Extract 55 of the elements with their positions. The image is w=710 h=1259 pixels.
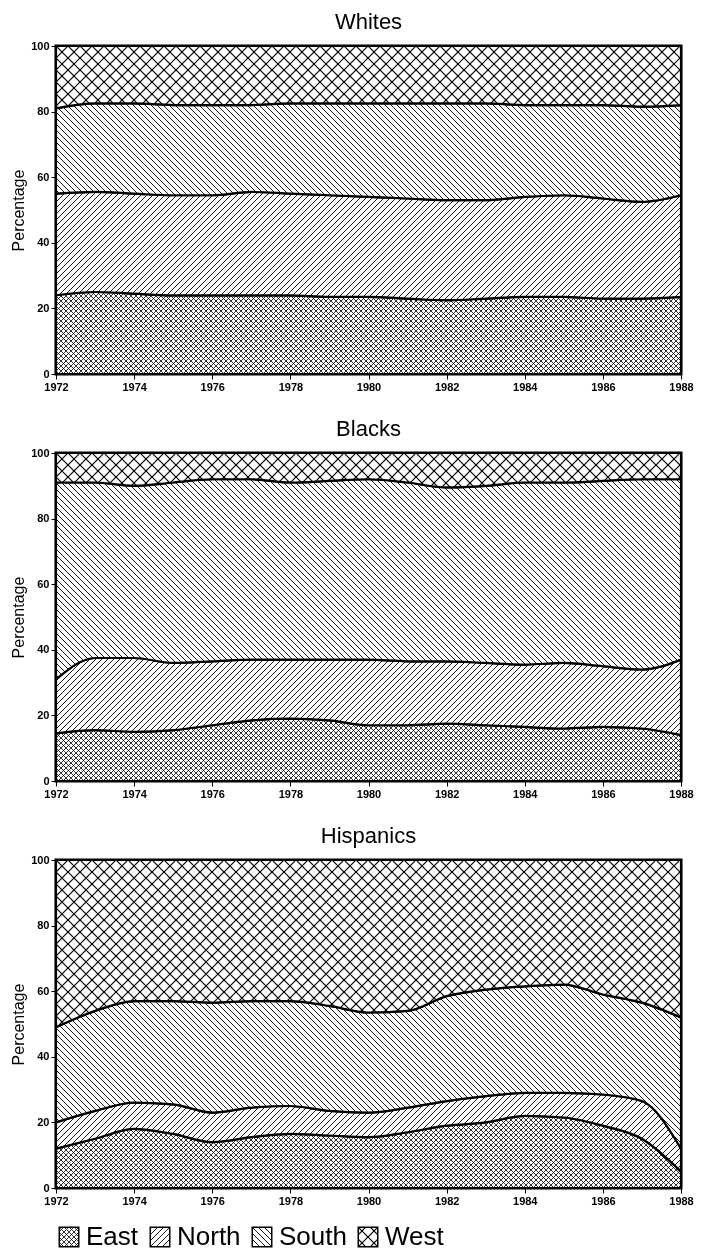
x-tick-label: 1984	[513, 380, 539, 393]
y-axis-title: Percentage	[10, 983, 28, 1066]
y-tick-label: 80	[37, 512, 50, 525]
x-tick-label: 1976	[200, 787, 225, 800]
x-tick-label: 1974	[122, 1194, 148, 1207]
y-axis-title: Percentage	[10, 169, 28, 252]
y-tick-label: 100	[31, 446, 50, 459]
x-tick-label: 1988	[669, 787, 694, 800]
x-tick-label: 1988	[669, 1194, 694, 1207]
y-tick-label: 60	[37, 984, 50, 997]
chart-title: Blacks	[336, 416, 401, 441]
y-tick-label: 0	[43, 1181, 50, 1194]
y-tick-label: 40	[37, 643, 50, 656]
y-tick-label: 20	[37, 708, 50, 721]
x-tick-label: 1972	[44, 1194, 69, 1207]
x-tick-label: 1972	[44, 380, 69, 393]
y-tick-label: 0	[43, 367, 50, 380]
x-tick-label: 1982	[434, 787, 460, 800]
y-tick-label: 80	[37, 919, 50, 932]
y-tick-label: 60	[37, 170, 50, 183]
x-tick-label: 1974	[122, 380, 148, 393]
legend-label: East	[86, 1221, 139, 1251]
legend-label: South	[279, 1221, 347, 1251]
x-tick-label: 1986	[591, 380, 616, 393]
y-tick-label: 60	[37, 577, 50, 590]
chart-title: Hispanics	[320, 823, 417, 848]
x-tick-label: 1980	[356, 380, 382, 393]
x-tick-label: 1980	[356, 787, 382, 800]
x-tick-label: 1978	[278, 787, 304, 800]
y-tick-label: 20	[37, 301, 50, 314]
x-tick-label: 1978	[278, 1194, 304, 1207]
x-tick-label: 1982	[434, 380, 460, 393]
y-tick-label: 100	[31, 39, 50, 52]
legend-label: West	[385, 1221, 445, 1251]
y-tick-label: 100	[31, 853, 50, 866]
x-tick-label: 1982	[434, 1194, 460, 1207]
y-tick-label: 20	[37, 1115, 50, 1128]
y-tick-label: 40	[37, 1050, 50, 1063]
x-tick-label: 1984	[513, 787, 539, 800]
x-tick-label: 1976	[200, 1194, 225, 1207]
x-tick-label: 1978	[278, 380, 304, 393]
x-tick-label: 1974	[122, 787, 148, 800]
x-tick-label: 1986	[591, 787, 616, 800]
y-tick-label: 40	[37, 236, 50, 249]
x-tick-label: 1986	[591, 1194, 616, 1207]
x-tick-label: 1988	[669, 380, 694, 393]
x-tick-label: 1984	[513, 1194, 539, 1207]
x-tick-label: 1980	[356, 1194, 382, 1207]
x-tick-label: 1972	[44, 787, 69, 800]
y-tick-label: 80	[37, 105, 50, 118]
y-axis-title: Percentage	[10, 576, 28, 659]
y-tick-label: 0	[43, 774, 50, 787]
chart-title: Whites	[334, 9, 403, 34]
legend-label: North	[177, 1221, 241, 1251]
x-tick-label: 1976	[200, 380, 225, 393]
